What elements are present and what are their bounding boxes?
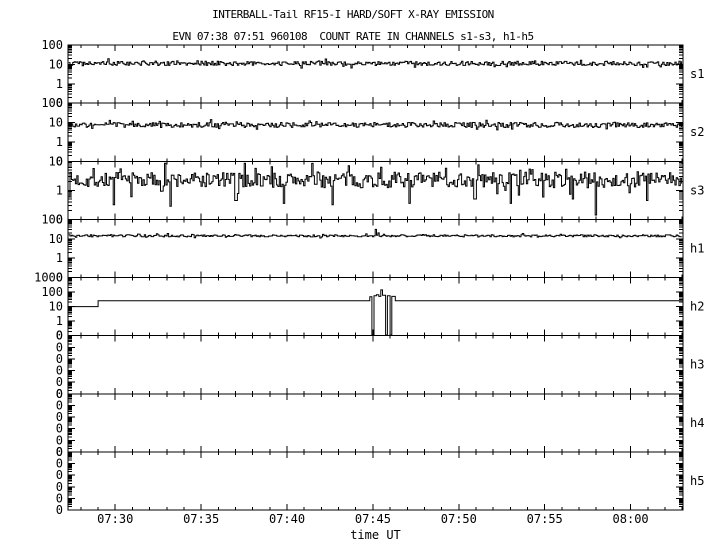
series-s1 (68, 58, 683, 69)
y-tick-label: 0 (56, 329, 63, 343)
panel-frame (67, 44, 684, 104)
x-tick-label: 07:30 (97, 512, 133, 526)
channel-label: s1 (690, 67, 704, 81)
y-tick-label: 0 (56, 445, 63, 459)
y-tick-label: 0 (56, 468, 63, 482)
x-tick-label: 07:55 (527, 512, 563, 526)
series-h2 (68, 289, 683, 336)
channel-label: h2 (690, 300, 704, 314)
y-tick-label: 0 (56, 212, 63, 226)
series-s2 (68, 119, 683, 131)
y-tick-label: 100 (41, 285, 63, 299)
y-tick-label: 1 (56, 77, 63, 91)
y-tick-label: 0 (56, 433, 63, 447)
y-tick-label: 1000 (34, 271, 63, 285)
y-tick-label: 0 (56, 329, 63, 343)
y-tick-label: 0 (56, 387, 63, 401)
channel-label: h4 (690, 416, 704, 430)
y-tick-label: 0 (56, 445, 63, 459)
y-tick-label: 0 (56, 480, 63, 494)
y-tick-label: 0 (56, 503, 63, 517)
panel-frame (67, 277, 684, 337)
y-tick-label: 0 (56, 375, 63, 389)
channel-label: s2 (690, 125, 704, 139)
chart-title: INTERBALL-Tail RF15-I HARD/SOFT X-RAY EM… (212, 8, 494, 21)
channel-label: h3 (690, 358, 704, 372)
y-tick-label: 10 (49, 57, 63, 71)
y-tick-label: 0 (56, 410, 63, 424)
y-tick-label: 100 (41, 96, 63, 110)
x-tick-label: 07:40 (269, 512, 305, 526)
y-tick-label: 10 (49, 300, 63, 314)
panel-frame (67, 451, 684, 511)
y-tick-label: 0 (56, 96, 63, 110)
y-tick-label: 10 (49, 232, 63, 246)
panel-frame (67, 218, 684, 278)
x-tick-label: 07:45 (355, 512, 391, 526)
panel-frame (67, 393, 684, 453)
y-tick-label: 100 (41, 38, 63, 52)
channel-label: s3 (690, 183, 704, 197)
x-tick-label: 07:50 (441, 512, 477, 526)
y-tick-label: 0 (56, 491, 63, 505)
y-tick-label: 0 (56, 457, 63, 471)
series-s3 (68, 162, 683, 216)
y-tick-label: 0 (56, 154, 63, 168)
y-tick-label: 1 (56, 135, 63, 149)
panel-frame (67, 335, 684, 395)
y-tick-label: 1 (56, 314, 63, 328)
y-tick-label: 0 (56, 271, 63, 285)
y-tick-label: 0 (56, 398, 63, 412)
y-tick-label: 0 (56, 340, 63, 354)
x-axis-title: time UT (350, 528, 401, 542)
y-tick-label: 1 (56, 183, 63, 197)
series-h1 (68, 228, 683, 239)
x-tick-label: 07:35 (183, 512, 219, 526)
x-tick-label: 08:00 (613, 512, 649, 526)
y-tick-label: 0 (56, 364, 63, 378)
y-tick-label: 0 (56, 352, 63, 366)
chart-subtitle: EVN 07:38 07:51 960108 COUNT RATE IN CHA… (172, 30, 534, 43)
y-tick-label: 100 (41, 212, 63, 226)
y-tick-label: 1 (56, 251, 63, 265)
y-tick-label: 0 (56, 422, 63, 436)
channel-label: h5 (690, 474, 704, 488)
panel-frame (67, 102, 684, 162)
y-tick-label: 0 (56, 387, 63, 401)
y-tick-label: 10 (49, 116, 63, 130)
channel-label: h1 (690, 241, 704, 255)
y-tick-label: 10 (49, 154, 63, 168)
